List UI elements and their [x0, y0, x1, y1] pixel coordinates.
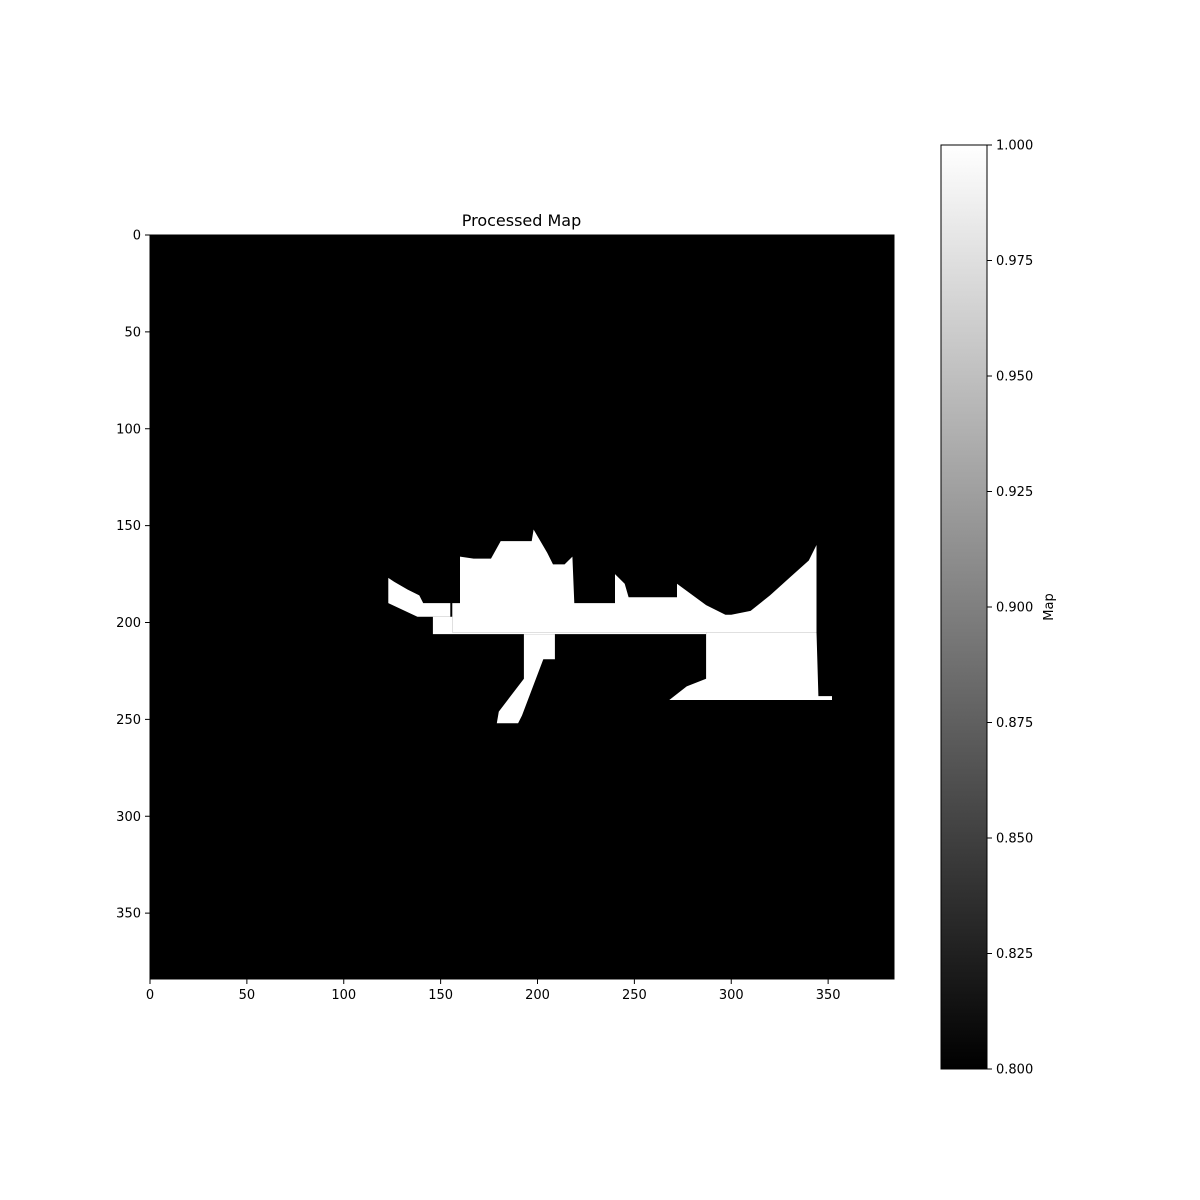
colorbar-tick-label: 1.000: [996, 139, 1033, 154]
y-tick-label: 100: [116, 422, 141, 437]
y-tick-label: 0: [133, 229, 141, 244]
y-tick-label: 250: [116, 713, 141, 728]
colorbar-tick-label: 0.975: [996, 254, 1033, 269]
region-corridor: [432, 616, 707, 635]
colorbar-tick-label: 0.850: [996, 832, 1033, 847]
plot-area: [149, 234, 895, 980]
colorbar-tick-label: 0.950: [996, 370, 1033, 385]
x-tick-label: 0: [146, 988, 154, 1003]
x-tick-label: 300: [719, 988, 744, 1003]
plot-frame: [149, 234, 895, 980]
x-tick-label: 100: [331, 988, 356, 1003]
region-upper-block: [452, 529, 817, 633]
chart-title: Processed Map: [462, 211, 582, 230]
x-tick-label: 200: [525, 988, 550, 1003]
y-tick-label: 200: [116, 616, 141, 631]
colorbar-tick-label: 0.900: [996, 601, 1033, 616]
y-axis: 0 50 100 150 200 250 300 350: [116, 229, 150, 922]
x-tick-label: 150: [428, 988, 453, 1003]
x-tick-label: 250: [622, 988, 647, 1003]
region-left-wedge: [388, 577, 451, 617]
x-tick-label: 50: [239, 988, 256, 1003]
colorbar-tick-label: 0.875: [996, 716, 1033, 731]
colorbar: 0.800 0.825 0.850 0.875 0.900 0.925 0.950 0.975…: [940, 139, 1057, 1078]
y-tick-label: 300: [116, 810, 141, 825]
colorbar-tick-label: 0.925: [996, 485, 1033, 500]
colorbar-label: Map: [1042, 593, 1057, 620]
x-tick-label: 350: [816, 988, 841, 1003]
region-right-block: [669, 632, 832, 700]
y-tick-label: 150: [116, 519, 141, 534]
colorbar-tick-label: 0.825: [996, 947, 1033, 962]
region-lower-leg: [496, 634, 555, 724]
colorbar-tick-label: 0.800: [996, 1063, 1033, 1078]
colorbar-ticks: 0.800 0.825 0.850 0.875 0.900 0.925 0.950 0.975…: [987, 139, 1033, 1078]
x-axis: 0 50 100 150 200 250 300 350: [146, 979, 841, 1003]
y-tick-label: 50: [124, 325, 141, 340]
colorbar-gradient: [940, 144, 988, 1070]
y-tick-label: 350: [116, 907, 141, 922]
map-regions: [388, 529, 832, 724]
